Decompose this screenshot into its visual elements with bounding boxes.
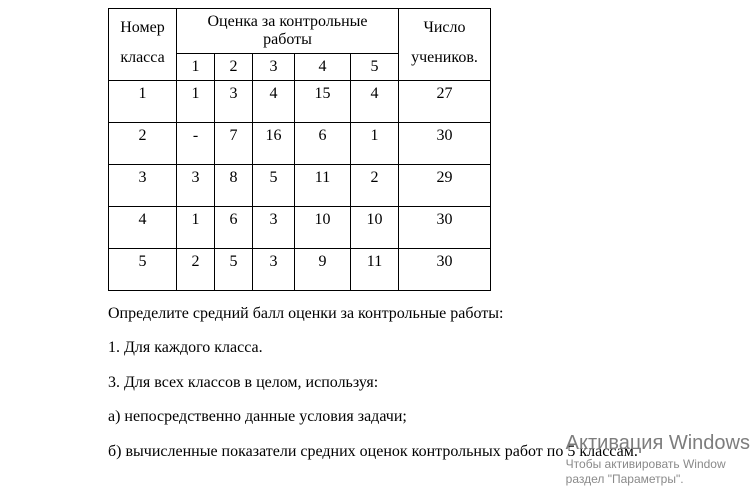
watermark-title: Активация Windows bbox=[566, 432, 750, 455]
item-3a: а) непосредственно данные условия задачи… bbox=[108, 406, 756, 428]
cell-grade: 3 bbox=[253, 207, 295, 249]
cell-class-number: 5 bbox=[109, 249, 177, 291]
table-row: 525391130 bbox=[109, 249, 491, 291]
cell-grade: 15 bbox=[295, 81, 351, 123]
cell-grade: 9 bbox=[295, 249, 351, 291]
cell-grade: 8 bbox=[215, 165, 253, 207]
cell-grade: 1 bbox=[177, 81, 215, 123]
cell-grade: 4 bbox=[253, 81, 295, 123]
cell-student-count: 27 bbox=[399, 81, 491, 123]
cell-class-number: 3 bbox=[109, 165, 177, 207]
cell-grade: 2 bbox=[351, 165, 399, 207]
table-row: 113415427 bbox=[109, 81, 491, 123]
cell-grade: 11 bbox=[295, 165, 351, 207]
watermark-sub1: Чтобы активировать Window bbox=[566, 457, 750, 473]
header-grades-span: Оценка за контрольные работы bbox=[177, 9, 399, 54]
cell-grade: 4 bbox=[351, 81, 399, 123]
cell-grade: 3 bbox=[253, 249, 295, 291]
cell-class-number: 2 bbox=[109, 123, 177, 165]
cell-grade: 10 bbox=[295, 207, 351, 249]
watermark-sub2: раздел "Параметры". bbox=[566, 472, 750, 488]
header-grade-5: 5 bbox=[351, 54, 399, 81]
cell-grade: 3 bbox=[177, 165, 215, 207]
cell-grade: 6 bbox=[215, 207, 253, 249]
item-3: 3. Для всех классов в целом, используя: bbox=[108, 372, 756, 394]
cell-grade: 1 bbox=[177, 207, 215, 249]
table-row: 338511229 bbox=[109, 165, 491, 207]
cell-grade: 1 bbox=[351, 123, 399, 165]
cell-grade: 7 bbox=[215, 123, 253, 165]
cell-grade: 2 bbox=[177, 249, 215, 291]
cell-grade: 16 bbox=[253, 123, 295, 165]
grades-table: Номер класса Оценка за контрольные работ… bbox=[108, 8, 491, 291]
cell-student-count: 30 bbox=[399, 249, 491, 291]
cell-grade: 5 bbox=[215, 249, 253, 291]
header-count: Число учеников. bbox=[399, 9, 491, 81]
cell-grade: 11 bbox=[351, 249, 399, 291]
cell-class-number: 4 bbox=[109, 207, 177, 249]
cell-student-count: 30 bbox=[399, 123, 491, 165]
cell-grade: 3 bbox=[215, 81, 253, 123]
table-row: 4163101030 bbox=[109, 207, 491, 249]
cell-grade: - bbox=[177, 123, 215, 165]
document-content: Номер класса Оценка за контрольные работ… bbox=[0, 0, 756, 463]
cell-student-count: 30 bbox=[399, 207, 491, 249]
header-class: Номер класса bbox=[109, 9, 177, 81]
header-grade-4: 4 bbox=[295, 54, 351, 81]
table-row: 2-7166130 bbox=[109, 123, 491, 165]
cell-class-number: 1 bbox=[109, 81, 177, 123]
windows-activation-watermark: Активация Windows Чтобы активировать Win… bbox=[566, 432, 750, 488]
cell-grade: 6 bbox=[295, 123, 351, 165]
header-grade-3: 3 bbox=[253, 54, 295, 81]
header-grade-1: 1 bbox=[177, 54, 215, 81]
item-1: 1. Для каждого класса. bbox=[108, 337, 756, 359]
cell-grade: 10 bbox=[351, 207, 399, 249]
cell-student-count: 29 bbox=[399, 165, 491, 207]
prompt-text: Определите средний балл оценки за контро… bbox=[108, 303, 756, 325]
cell-grade: 5 bbox=[253, 165, 295, 207]
header-grade-2: 2 bbox=[215, 54, 253, 81]
